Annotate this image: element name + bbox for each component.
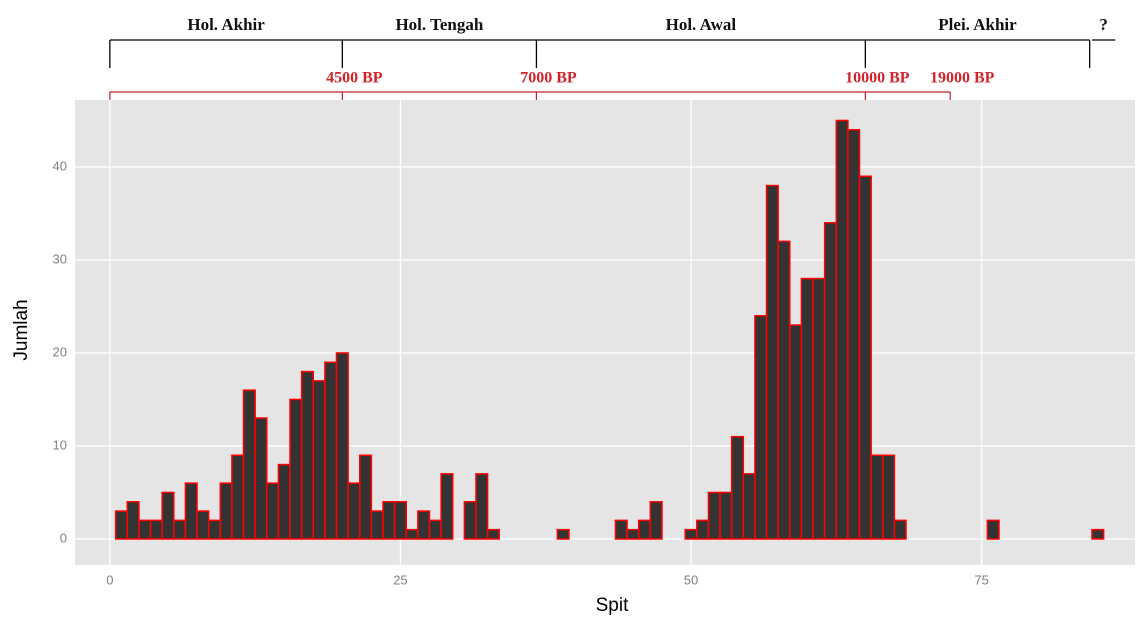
period-label: Plei. Akhir <box>938 15 1017 34</box>
bar <box>637 519 652 540</box>
date-label: 19000 BP <box>930 70 995 87</box>
bar <box>207 519 222 540</box>
y-tick-label: 0 <box>60 530 67 545</box>
bar <box>382 501 396 540</box>
bar <box>777 240 791 540</box>
bar <box>707 491 721 540</box>
bar <box>765 184 779 540</box>
period-label: Hol. Awal <box>666 15 737 34</box>
bar <box>196 510 210 540</box>
x-tick-label: 25 <box>393 572 407 587</box>
bar <box>312 380 326 540</box>
bar <box>370 510 384 540</box>
bar <box>823 222 838 540</box>
bar <box>742 473 756 540</box>
bar <box>277 463 291 540</box>
bar <box>719 491 733 540</box>
bar <box>556 528 570 540</box>
bar <box>231 454 245 540</box>
bar <box>161 491 175 540</box>
bar <box>359 454 373 540</box>
bar <box>986 519 1000 540</box>
bar <box>219 482 233 540</box>
bar <box>405 528 419 540</box>
period-label: Hol. Tengah <box>395 15 483 34</box>
bar <box>696 519 710 540</box>
bar <box>882 454 896 540</box>
bar <box>870 454 884 540</box>
bar <box>347 482 361 540</box>
bar <box>475 473 489 540</box>
bar <box>289 398 303 540</box>
bar <box>324 361 338 540</box>
bar <box>300 370 315 540</box>
bar <box>649 501 663 540</box>
bar <box>893 519 907 540</box>
bar <box>626 528 640 540</box>
bar <box>754 315 768 540</box>
bar <box>242 389 256 540</box>
bar <box>463 501 477 540</box>
bar <box>486 528 500 540</box>
bar <box>684 528 698 540</box>
y-tick-label: 10 <box>53 437 67 452</box>
bar <box>138 519 152 540</box>
bar <box>428 519 442 540</box>
bar <box>417 510 431 540</box>
bar <box>440 473 454 540</box>
bar <box>614 519 628 540</box>
bar <box>800 277 814 540</box>
bar <box>254 417 268 540</box>
y-tick-label: 30 <box>53 251 67 266</box>
date-label: 7000 BP <box>520 70 577 87</box>
bar <box>835 119 849 540</box>
x-tick-label: 50 <box>684 572 698 587</box>
date-label: 10000 BP <box>845 70 910 87</box>
bar <box>730 435 745 540</box>
y-axis-title: Jumlah <box>11 299 32 360</box>
bar <box>126 501 140 540</box>
bar <box>173 519 187 540</box>
bar <box>184 482 198 540</box>
bar <box>393 501 408 540</box>
x-axis-title: Spit <box>596 595 629 616</box>
bar <box>812 277 826 540</box>
bar <box>335 352 349 540</box>
bar <box>789 324 803 540</box>
x-tick-label: 75 <box>974 572 988 587</box>
y-tick-label: 20 <box>53 344 67 359</box>
bar <box>858 175 872 540</box>
y-tick-label: 40 <box>53 158 67 173</box>
bar <box>1091 528 1105 540</box>
date-label: 4500 BP <box>326 70 383 87</box>
period-label: ? <box>1099 15 1108 34</box>
bar <box>847 129 861 540</box>
period-label: Hol. Akhir <box>187 15 265 34</box>
bar <box>266 482 280 540</box>
bar <box>149 519 163 540</box>
x-tick-label: 0 <box>106 572 113 587</box>
bar <box>114 510 129 540</box>
